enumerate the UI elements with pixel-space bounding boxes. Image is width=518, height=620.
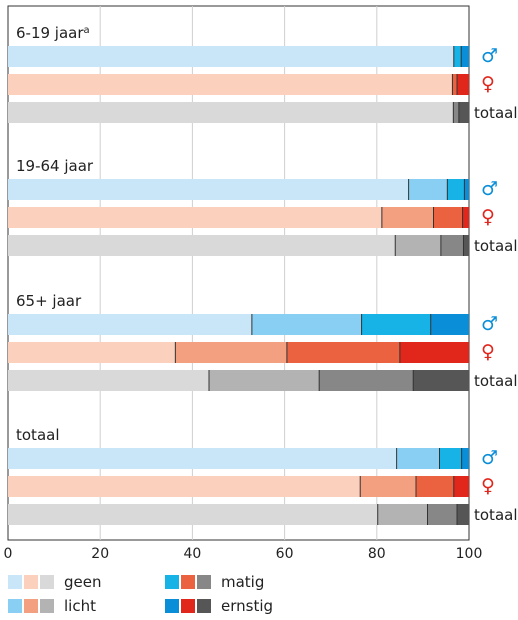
- legend-swatch-male: [165, 599, 179, 613]
- legend-label: matig: [221, 573, 265, 591]
- bar-segment-matig: [286, 342, 400, 363]
- bar-segment-geen: [8, 74, 453, 95]
- bar-segment-matig: [361, 314, 431, 335]
- bar-segment-licht: [377, 504, 428, 525]
- bar-segment-ernstig: [457, 504, 469, 525]
- bar-label-male: ♂: [481, 178, 498, 200]
- group-title: 65+ jaar: [16, 292, 82, 310]
- group-title-superscript: a: [84, 25, 90, 36]
- legend-swatch-total: [40, 599, 54, 613]
- x-tick-label: 40: [183, 546, 201, 562]
- bar-segment-ernstig: [461, 46, 469, 67]
- bar-segment-matig: [319, 370, 414, 391]
- legend-item-geen: geen: [8, 572, 102, 592]
- bar-segment-ernstig: [461, 448, 469, 469]
- bar-segment-geen: [8, 235, 396, 256]
- bar-segment-geen: [8, 448, 397, 469]
- legend-swatch-total: [197, 575, 211, 589]
- legend-item-licht: licht: [8, 596, 96, 616]
- bar-label-total: totaal: [474, 237, 518, 255]
- bar-segment-geen: [8, 504, 378, 525]
- bar-segment-matig: [453, 46, 462, 67]
- plot-frame: [7, 5, 470, 541]
- bar-segment-ernstig: [464, 179, 469, 200]
- legend-swatch-total: [197, 599, 211, 613]
- legend-swatch-male: [165, 575, 179, 589]
- bar-segment-licht: [208, 370, 320, 391]
- x-tick-label: 20: [91, 546, 109, 562]
- bar-label-female: ♀: [481, 475, 495, 497]
- x-tick-label: 0: [4, 546, 13, 562]
- legend-swatch-female: [181, 599, 195, 613]
- bar-segment-geen: [8, 342, 176, 363]
- legend-swatch-female: [24, 575, 38, 589]
- bar-label-total: totaal: [474, 104, 518, 122]
- bar-label-male: ♂: [481, 45, 498, 67]
- legend-swatch-male: [8, 599, 22, 613]
- bar-segment-geen: [8, 46, 454, 67]
- x-tick-label: 100: [456, 546, 483, 562]
- bar-segment-matig: [452, 74, 458, 95]
- bar-label-total: totaal: [474, 372, 518, 390]
- bar-segment-licht: [396, 448, 440, 469]
- bar-segment-matig: [415, 476, 454, 497]
- bar-label-female: ♀: [481, 73, 495, 95]
- bar-label-total: totaal: [474, 506, 518, 524]
- legend-swatch-total: [40, 575, 54, 589]
- legend-label: licht: [64, 597, 96, 615]
- bar-segment-ernstig: [463, 235, 469, 256]
- bar-segment-matig: [447, 179, 465, 200]
- bar-segment-ernstig: [457, 74, 469, 95]
- legend-swatch-female: [181, 575, 195, 589]
- bar-segment-geen: [8, 370, 209, 391]
- bar-segment-ernstig: [430, 314, 469, 335]
- group-title: totaal: [16, 426, 60, 444]
- bar-segment-ernstig: [453, 476, 469, 497]
- bar-label-male: ♂: [481, 313, 498, 335]
- legend-item-matig: matig: [165, 572, 264, 592]
- bar-segment-matig: [427, 504, 458, 525]
- legend: geen licht matig ernstig: [8, 572, 508, 618]
- bar-label-male: ♂: [481, 447, 498, 469]
- bar-segment-ernstig: [413, 370, 469, 391]
- bar-segment-licht: [175, 342, 287, 363]
- bar-segment-matig: [433, 207, 463, 228]
- bar-segment-licht: [251, 314, 362, 335]
- legend-item-ernstig: ernstig: [165, 596, 273, 616]
- bar-segment-ernstig: [399, 342, 469, 363]
- stacked-bar-chart: 0 20 40 60 80 100 6-19 jaara ♂ ♀ totaal 19-64 jaar…: [4, 5, 518, 562]
- bar-segment-matig: [453, 102, 459, 123]
- bar-segment-geen: [8, 207, 382, 228]
- bar-segment-licht: [381, 207, 434, 228]
- bar-segment-matig: [440, 235, 464, 256]
- bar-segment-ernstig: [458, 102, 469, 123]
- bar-segment-matig: [439, 448, 462, 469]
- bar-segment-geen: [8, 102, 454, 123]
- x-tick-label: 80: [368, 546, 386, 562]
- bar-segment-geen: [8, 179, 409, 200]
- bar-segment-ernstig: [462, 207, 469, 228]
- x-tick-label: 60: [276, 546, 294, 562]
- bar-label-female: ♀: [481, 341, 495, 363]
- legend-swatch-female: [24, 599, 38, 613]
- bar-segment-licht: [395, 235, 441, 256]
- group-title: 6-19 jaara: [16, 24, 90, 42]
- group-title: 19-64 jaar: [16, 157, 94, 175]
- bar-label-female: ♀: [481, 206, 495, 228]
- legend-label: geen: [64, 573, 102, 591]
- legend-label: ernstig: [221, 597, 274, 615]
- bar-segment-geen: [8, 476, 361, 497]
- bar-segment-licht: [360, 476, 416, 497]
- bar-segment-geen: [8, 314, 252, 335]
- legend-swatch-male: [8, 575, 22, 589]
- bar-segment-licht: [408, 179, 448, 200]
